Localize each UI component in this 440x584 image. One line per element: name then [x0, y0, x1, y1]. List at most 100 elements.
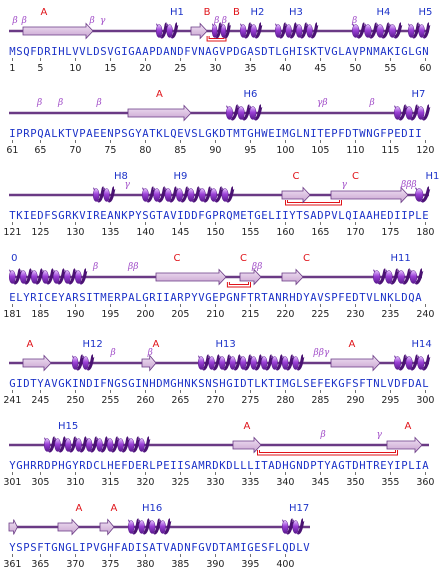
residue: E: [9, 292, 15, 304]
strand-arrow: [22, 354, 52, 372]
residue-number: 90: [209, 145, 221, 156]
strand-arrow: [141, 354, 157, 372]
helix-element: [407, 22, 431, 39]
residue: I: [51, 46, 57, 58]
residue: G: [114, 46, 120, 58]
residue: H: [219, 378, 225, 390]
residue-number: 290: [346, 395, 364, 406]
residue: P: [212, 210, 218, 222]
residue: M: [233, 542, 239, 554]
residue: D: [352, 460, 358, 472]
strand-label: A: [349, 339, 356, 350]
strand-arrow: [155, 268, 227, 286]
residue: T: [352, 128, 359, 140]
residue: K: [16, 210, 23, 222]
strand-arrow: [190, 22, 208, 40]
residue: F: [184, 46, 190, 58]
residue: A: [345, 46, 352, 58]
residue-number: 140: [136, 227, 154, 238]
residue-number: 370: [66, 559, 84, 570]
residue: T: [247, 292, 254, 304]
turn-label: β: [89, 16, 95, 26]
strand-label: B: [204, 7, 211, 18]
residue: Y: [289, 210, 296, 222]
residue-number: 10: [69, 63, 81, 74]
residue: L: [408, 46, 414, 58]
strand-arrow: [22, 22, 94, 40]
residue: D: [387, 210, 393, 222]
residue: H: [373, 210, 379, 222]
helix-label: H12: [83, 339, 103, 350]
residue: V: [191, 46, 198, 58]
residue: Y: [9, 542, 16, 554]
residue-number: 250: [66, 395, 84, 406]
residue: P: [114, 128, 120, 140]
residue: V: [331, 210, 338, 222]
residue: A: [170, 542, 177, 554]
residue: E: [240, 210, 246, 222]
residue: I: [156, 292, 162, 304]
residue: L: [135, 292, 141, 304]
strand-label: A: [27, 339, 34, 350]
residue: H: [149, 378, 155, 390]
residue-number: 295: [381, 395, 399, 406]
residue: N: [422, 46, 428, 58]
helix-element: [141, 186, 235, 203]
residue-number: 135: [101, 227, 119, 238]
residue: L: [380, 378, 386, 390]
residue-number: 130: [66, 227, 84, 238]
helix-label: H3: [289, 7, 303, 18]
residue: G: [289, 128, 295, 140]
residue: E: [135, 460, 141, 472]
residue: T: [261, 292, 268, 304]
residue: A: [121, 542, 128, 554]
residue: Y: [135, 128, 142, 140]
residue-number: 255: [101, 395, 119, 406]
turn-label: β: [21, 16, 27, 26]
residue: G: [226, 378, 232, 390]
helix-label: H1: [426, 171, 440, 182]
residue: F: [100, 378, 106, 390]
residue: S: [51, 210, 57, 222]
residue-number: 301: [3, 477, 21, 488]
residue: I: [275, 128, 281, 140]
residue: K: [58, 128, 65, 140]
residue: I: [86, 292, 92, 304]
residue: D: [408, 378, 414, 390]
residue: D: [177, 542, 183, 554]
sequence-row: H15 Aβ γAY G H R R D P H G Y R D C L H E F D E R L P E I I S A M R D K D L…: [3, 421, 434, 488]
residue: N: [142, 378, 148, 390]
turn-label: γ: [125, 180, 131, 190]
residue: G: [205, 292, 211, 304]
residue: G: [100, 542, 106, 554]
residue: F: [191, 542, 197, 554]
helix-label: H17: [289, 503, 309, 514]
residue: P: [79, 128, 85, 140]
residue: M: [373, 46, 379, 58]
residue: H: [254, 128, 260, 140]
residue: S: [16, 46, 22, 58]
residue: E: [324, 378, 330, 390]
strand-arrow: [8, 519, 18, 535]
residue-number: 185: [31, 309, 49, 320]
residue: A: [310, 292, 317, 304]
residue-number: 395: [241, 559, 259, 570]
strand-label: C: [240, 253, 247, 264]
residue: D: [275, 460, 281, 472]
residue: T: [93, 292, 100, 304]
residue: D: [303, 460, 309, 472]
strand-label: A: [244, 421, 251, 432]
turn-label: β: [147, 348, 153, 358]
residue-number: 270: [206, 395, 224, 406]
residue-number: 150: [206, 227, 224, 238]
residue-number: 361: [3, 559, 21, 570]
residue: C: [93, 460, 99, 472]
residue: F: [317, 378, 323, 390]
residue: G: [254, 210, 260, 222]
turn-label: β: [92, 262, 98, 272]
residue: D: [177, 46, 183, 58]
residue: D: [219, 128, 225, 140]
helix-label: H16: [142, 503, 162, 514]
residue: L: [163, 128, 169, 140]
